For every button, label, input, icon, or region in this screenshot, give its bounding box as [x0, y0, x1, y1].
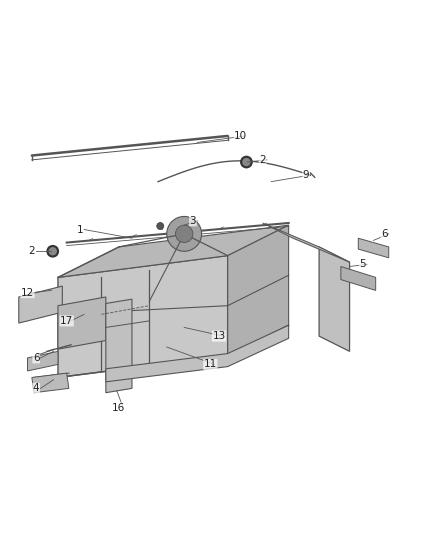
- Text: 6: 6: [381, 229, 388, 239]
- Polygon shape: [319, 247, 350, 351]
- Circle shape: [241, 156, 252, 168]
- Text: 16: 16: [112, 403, 126, 413]
- Polygon shape: [58, 225, 289, 277]
- Circle shape: [157, 223, 164, 230]
- Polygon shape: [106, 325, 289, 382]
- Polygon shape: [32, 373, 69, 393]
- Circle shape: [167, 216, 201, 251]
- Polygon shape: [106, 299, 132, 393]
- Polygon shape: [19, 286, 62, 323]
- Text: 13: 13: [212, 331, 226, 341]
- Circle shape: [176, 225, 193, 243]
- Text: 11: 11: [204, 359, 217, 369]
- Text: 6: 6: [33, 353, 39, 363]
- Polygon shape: [58, 256, 228, 377]
- Text: 12: 12: [21, 288, 34, 297]
- Polygon shape: [341, 266, 376, 290]
- Circle shape: [49, 248, 56, 255]
- Polygon shape: [262, 223, 350, 262]
- Text: 2: 2: [28, 246, 35, 256]
- Text: 10: 10: [234, 131, 247, 141]
- Circle shape: [47, 246, 58, 257]
- Text: 3: 3: [190, 216, 196, 226]
- Text: 17: 17: [60, 316, 73, 326]
- Polygon shape: [228, 225, 289, 356]
- Text: 9: 9: [303, 170, 309, 180]
- Text: 2: 2: [259, 155, 266, 165]
- Text: 4: 4: [33, 383, 39, 393]
- Polygon shape: [358, 238, 389, 258]
- Text: 1: 1: [76, 224, 83, 235]
- Text: 5: 5: [359, 260, 366, 269]
- Polygon shape: [58, 297, 106, 349]
- Polygon shape: [28, 351, 58, 371]
- Circle shape: [243, 158, 250, 166]
